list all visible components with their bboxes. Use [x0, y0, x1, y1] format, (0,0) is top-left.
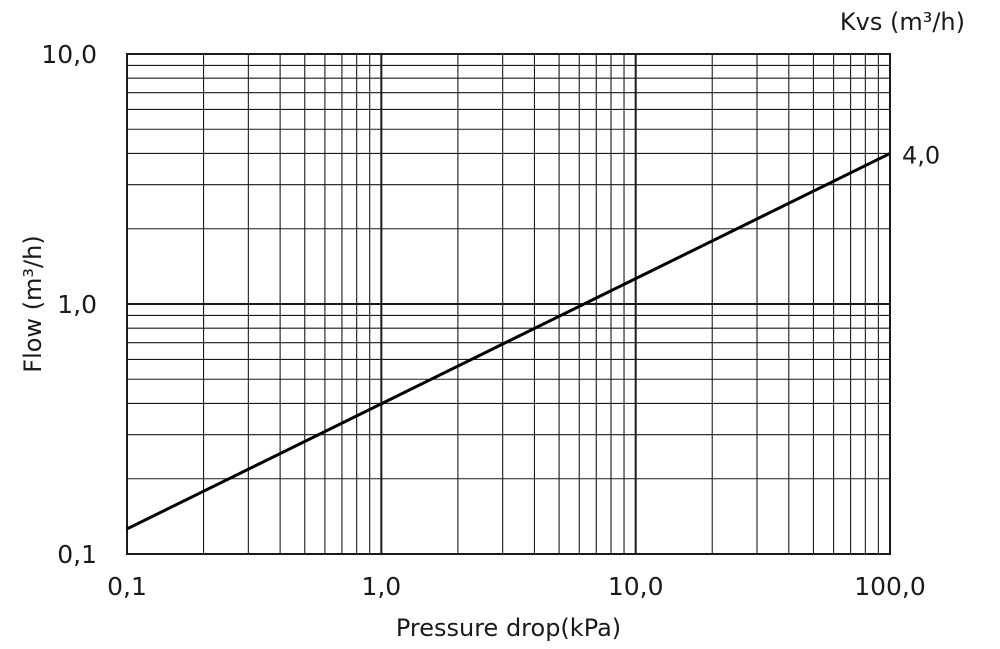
x-tick-label: 0,1: [107, 572, 147, 601]
x-tick-label: 100,0: [854, 572, 926, 601]
x-tick-label: 10,0: [608, 572, 664, 601]
y-tick-label: 10,0: [41, 40, 97, 69]
y-tick-label: 1,0: [57, 290, 97, 319]
tick-labels: 0,1 1,0 10,0 100,0 0,1 1,0 10,0: [41, 40, 925, 601]
series-header-label: Kvs (m³/h): [840, 8, 965, 36]
series-line: [126, 152, 891, 531]
y-axis-label: Flow (m³/h): [19, 235, 47, 372]
series-group: 4,0: [126, 141, 940, 531]
x-axis-label: Pressure drop(kPa): [396, 614, 621, 642]
plot-frame: [126, 53, 891, 555]
series-label: 4,0: [902, 141, 940, 169]
x-tick-label: 1,0: [361, 572, 401, 601]
grid: [127, 54, 890, 554]
y-tick-label: 0,1: [57, 540, 97, 569]
